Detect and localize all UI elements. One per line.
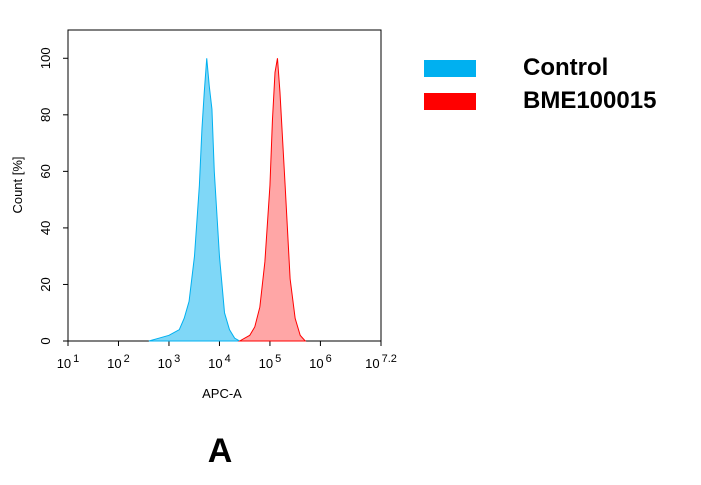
y-tick-label: 80: [38, 108, 53, 122]
histogram-area: [237, 58, 307, 342]
plot-frame: [67, 29, 382, 342]
x-tick-base: 10: [57, 356, 71, 371]
x-tick-exponent: 2: [124, 353, 130, 365]
x-tick-exponent: 6: [326, 353, 332, 365]
x-tick-base: 10: [309, 356, 323, 371]
y-tick-label: 60: [38, 164, 53, 178]
x-tick-exponent: 5: [275, 353, 281, 365]
x-tick-exponent: 4: [225, 353, 231, 365]
legend-swatch: [424, 60, 476, 77]
y-tick-label: 100: [38, 47, 53, 69]
x-tick-base: 10: [107, 356, 121, 371]
caption: A: [208, 432, 233, 470]
x-tick-base: 10: [158, 356, 172, 371]
x-tick-label: 10 6: [309, 353, 332, 371]
x-tick-exponent: 3: [174, 353, 180, 365]
x-tick-label: 10 4: [208, 353, 231, 371]
x-tick-label: 10 1: [57, 353, 80, 371]
x-tick-base: 10: [259, 356, 273, 371]
x-tick-base: 10: [365, 356, 379, 371]
x-tick-label: 10 2: [107, 353, 130, 371]
y-tick-label: 20: [38, 277, 53, 291]
x-tick-base: 10: [208, 356, 222, 371]
histogram-area: [148, 58, 242, 342]
x-tick-label: 10 7.2: [365, 353, 397, 371]
x-tick-exponent: 7.2: [382, 353, 397, 365]
x-tick-exponent: 1: [73, 353, 79, 365]
y-axis-label: Count [%]: [10, 156, 25, 213]
legend-label: BME100015: [523, 87, 656, 114]
x-axis-label: APC-A: [202, 386, 242, 401]
legend-label: Control: [523, 54, 608, 81]
legend-swatch: [424, 93, 476, 110]
y-tick-label: 0: [38, 337, 53, 344]
x-tick-label: 10 3: [158, 353, 181, 371]
y-tick-label: 40: [38, 221, 53, 235]
x-tick-label: 10 5: [259, 353, 282, 371]
